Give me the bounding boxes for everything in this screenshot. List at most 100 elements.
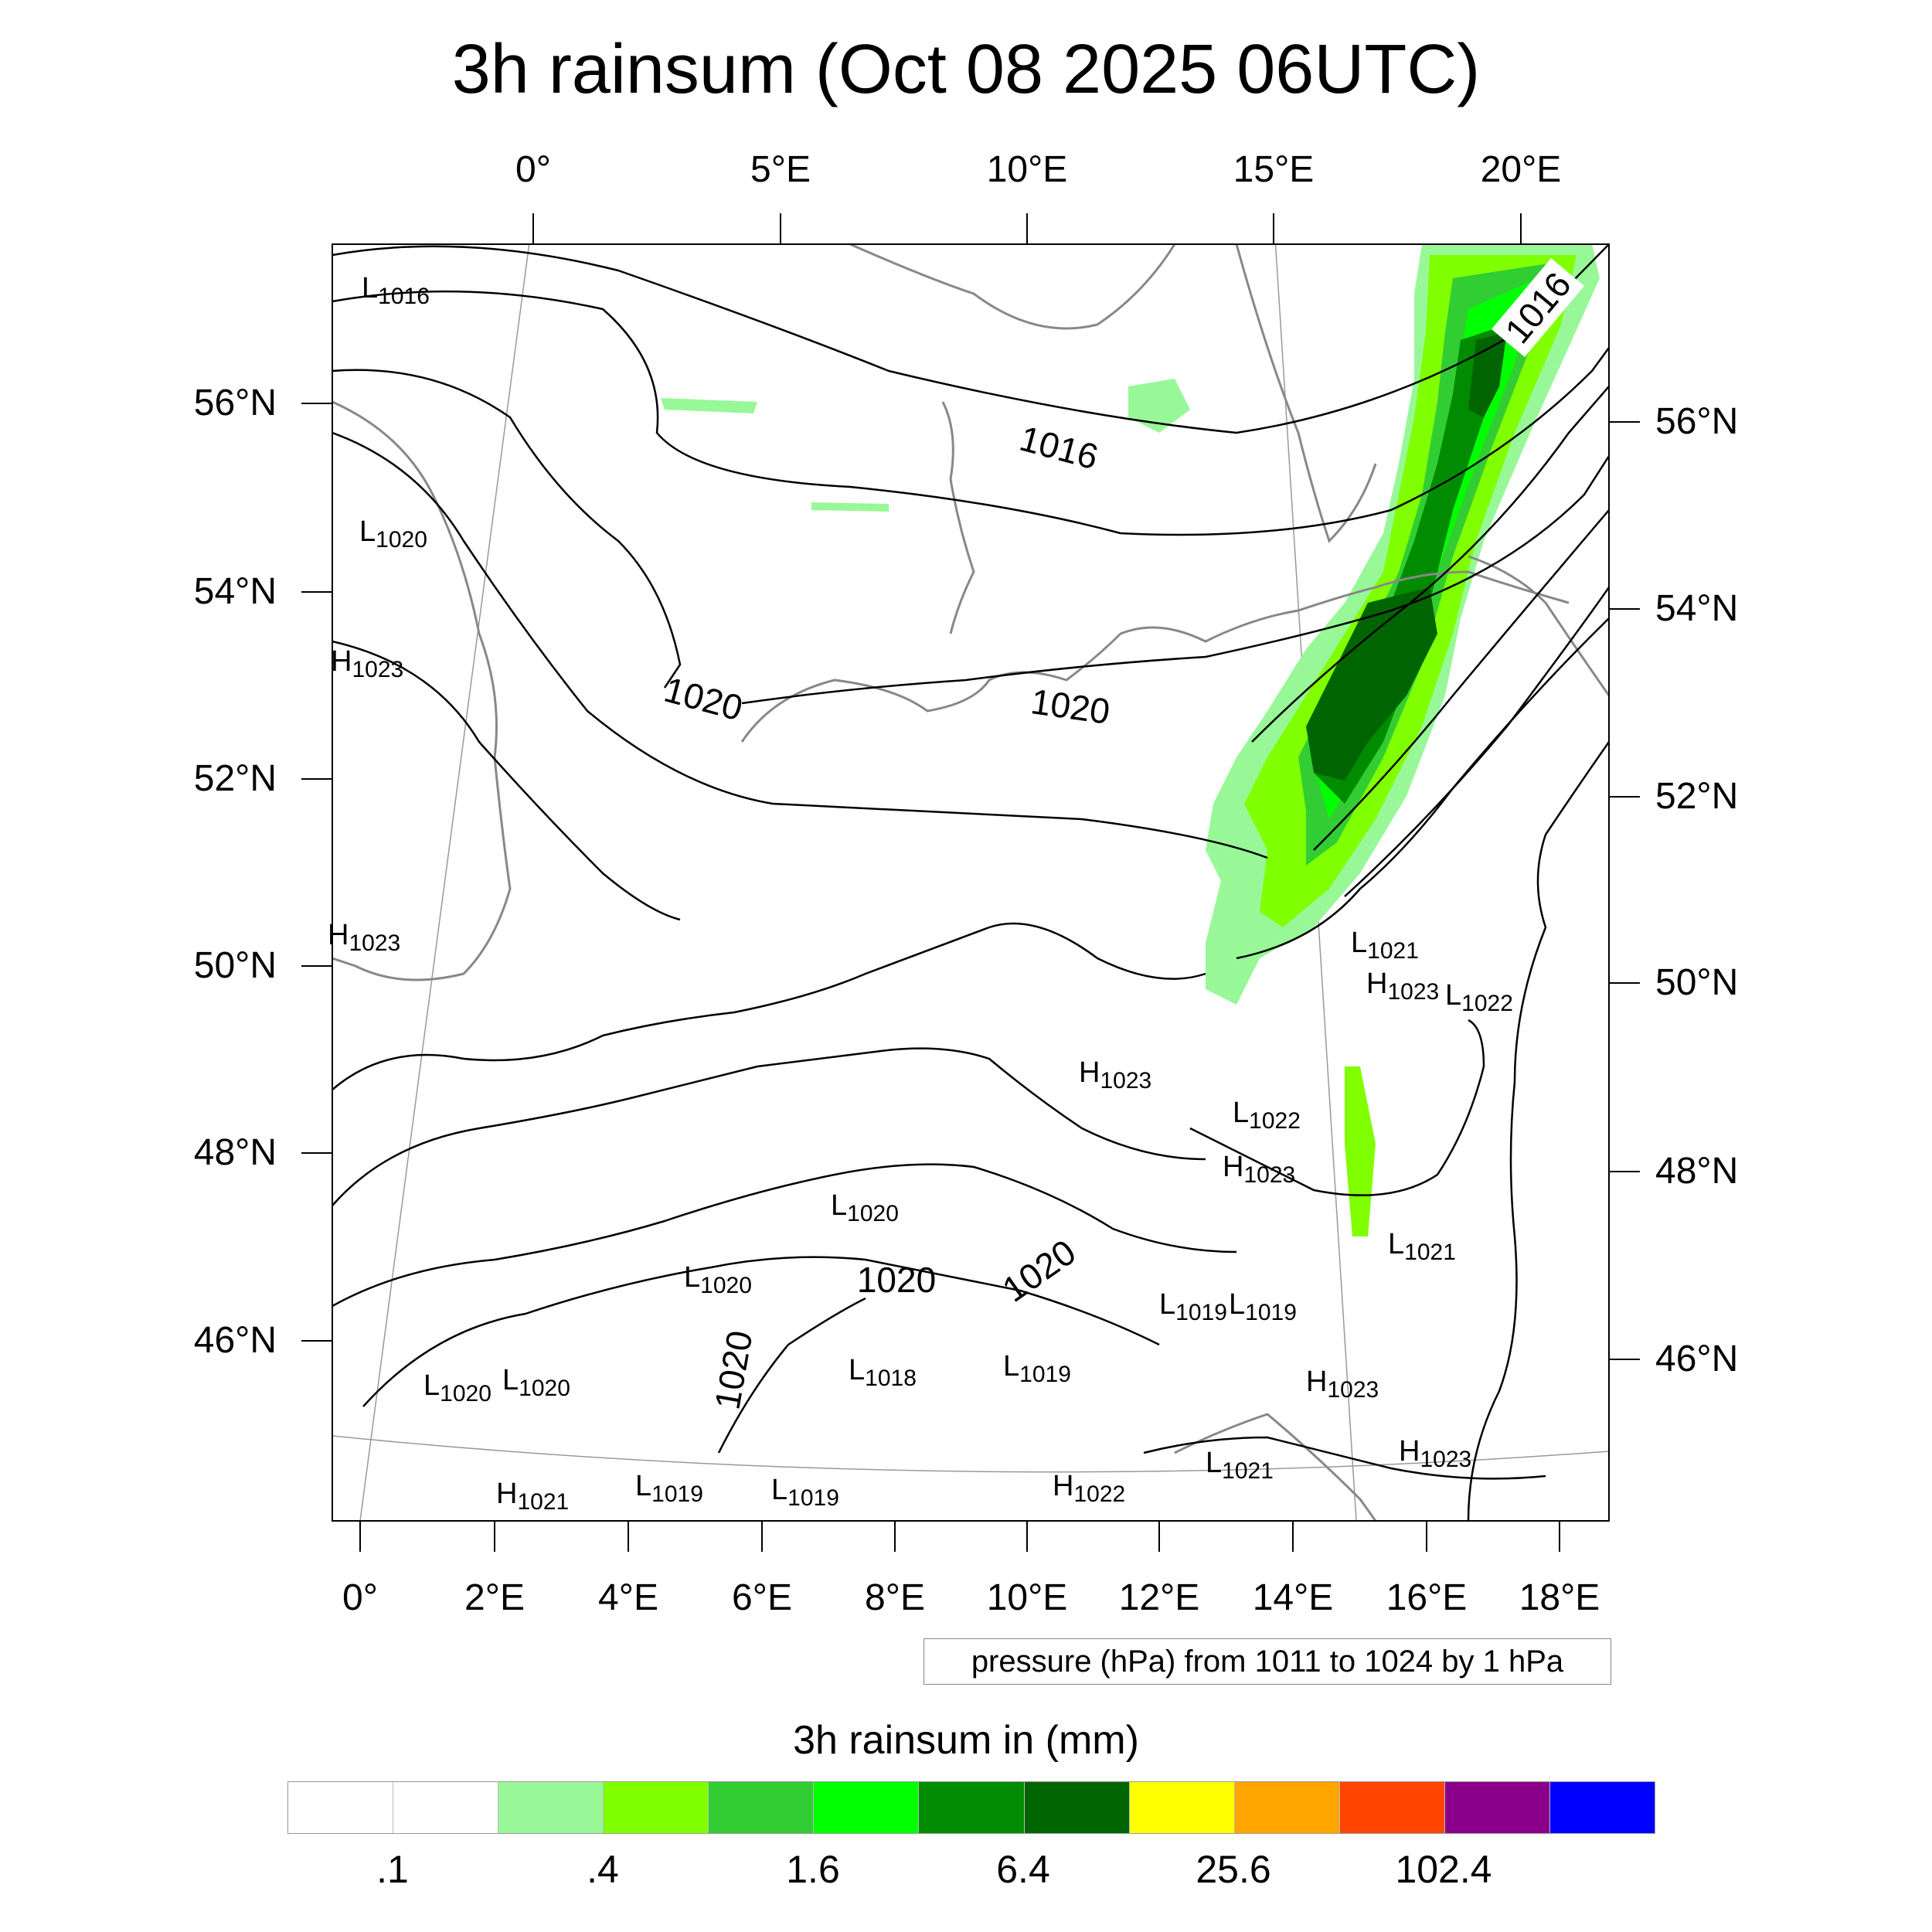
lat-label-right: 48°N: [1655, 1151, 1739, 1192]
pressure-center: L1020: [831, 1189, 899, 1226]
lat-label-left: 54°N: [193, 571, 277, 612]
precip-field: [661, 244, 1600, 1236]
pressure-center: L1020: [359, 515, 427, 553]
pressure-center: H1021: [496, 1478, 569, 1515]
isobar-2: [332, 290, 1609, 536]
colorbar-label: 6.4: [996, 1848, 1050, 1891]
pressure-center: L1019: [1229, 1288, 1297, 1325]
pressure-center: H1023: [331, 645, 403, 682]
lon-label-top: 5°E: [750, 149, 811, 190]
lat-label-right: 52°N: [1655, 776, 1739, 817]
colorbar-swatch: [919, 1782, 1025, 1833]
colorbar-swatch: [709, 1782, 815, 1833]
pressure-center: H1023: [1366, 968, 1439, 1005]
colorbar-swatch: [604, 1782, 709, 1833]
map-title: 3h rainsum (Oct 08 2025 06UTC): [451, 31, 1481, 108]
pressure-center: L1021: [1388, 1228, 1456, 1265]
colorbar-swatch: [393, 1782, 499, 1833]
pressure-center: L1021: [1351, 927, 1419, 964]
isobar-11: [332, 922, 1206, 1090]
contour-label: 1020: [995, 1232, 1083, 1310]
isobar-7: [332, 640, 681, 921]
isobar-17: [1467, 741, 1609, 1521]
coastlines: [332, 244, 1609, 1521]
lon-label-top: 0°: [515, 149, 551, 190]
precip-scatter-3: [661, 398, 757, 413]
pressure-center: L1016: [362, 272, 430, 309]
lon-label-top: 20°E: [1480, 149, 1562, 190]
meridian-0: [359, 244, 530, 1521]
colorbar-label: .4: [587, 1848, 619, 1891]
lat-label-right: 56°N: [1655, 401, 1739, 442]
lat-label-left: 46°N: [193, 1320, 277, 1361]
isobar-10: [1236, 617, 1609, 960]
lat-label-left: 48°N: [193, 1132, 277, 1173]
colorbar-swatch: [1234, 1782, 1340, 1833]
pressure-center: L1022: [1445, 979, 1513, 1016]
contour-label: 1020: [1029, 681, 1113, 732]
isobar-13: [332, 1163, 1237, 1308]
lon-label-bottom: 6°E: [732, 1577, 792, 1618]
pressure-center: L1019: [1159, 1288, 1227, 1325]
pressure-center: L1019: [1003, 1350, 1071, 1387]
lon-label-bottom: 0°: [342, 1577, 378, 1618]
colorbar-swatch: [498, 1782, 604, 1833]
isobar-14: [362, 1256, 1160, 1407]
lon-label-bottom: 8°E: [865, 1577, 925, 1618]
coastline-baltic: [1468, 555, 1609, 696]
parallel-45n: [332, 1435, 1609, 1473]
lon-label-bottom: 12°E: [1118, 1577, 1200, 1618]
colorbar-swatch: [814, 1782, 920, 1833]
colorbar-swatch: [288, 1782, 394, 1833]
lon-label-bottom: 18°E: [1519, 1577, 1600, 1618]
lon-label-top: 15°E: [1233, 149, 1315, 190]
colorbar: [287, 1781, 1655, 1834]
pressure-center: L1018: [849, 1354, 917, 1391]
lon-label-bottom: 14°E: [1252, 1577, 1334, 1618]
pressure-center: L1020: [684, 1261, 752, 1298]
lat-label-right: 50°N: [1655, 962, 1739, 1003]
colorbar-swatch: [1444, 1782, 1550, 1833]
coastline-continent: [740, 570, 1570, 743]
coastline-jutland: [941, 401, 975, 634]
isobar-15: [717, 1297, 866, 1454]
pressure-center: L1020: [502, 1364, 570, 1401]
isobar-6: [1251, 386, 1609, 743]
colorbar-swatch: [1129, 1782, 1235, 1833]
colorbar-label: 25.6: [1196, 1848, 1271, 1891]
pressure-center: L1019: [635, 1470, 703, 1507]
lon-label-bottom: 4°E: [598, 1577, 658, 1618]
isobar-18: [1143, 1436, 1546, 1480]
precip-scatter-4: [811, 502, 889, 512]
pressure-center: H1022: [1053, 1470, 1125, 1507]
map-frame: [332, 243, 1610, 1522]
lon-label-top: 10°E: [986, 149, 1068, 190]
contour-label: 1020: [857, 1260, 936, 1300]
pressure-center: H1023: [1079, 1056, 1151, 1094]
lon-label-bottom: 10°E: [986, 1577, 1068, 1618]
lat-label-right: 46°N: [1655, 1338, 1739, 1379]
colorbar-swatch: [1024, 1782, 1130, 1833]
coastline-britain: [332, 400, 512, 981]
pressure-center: L1019: [771, 1474, 839, 1511]
coastline-scandinavia: [849, 244, 1176, 330]
pressure-info-box: pressure (hPa) from 1011 to 1024 by 1 hP…: [923, 1638, 1611, 1685]
colorbar-label: 1.6: [786, 1848, 840, 1891]
coastline-sweden: [1235, 244, 1377, 543]
contour-label: 1020: [660, 669, 747, 729]
precip-scatter-1: [1128, 379, 1190, 433]
contour-label: 1016: [1015, 418, 1102, 478]
colorbar-title: 3h rainsum in (mm): [793, 1718, 1139, 1763]
pressure-center: L1021: [1206, 1447, 1274, 1484]
lon-label-bottom: 16°E: [1386, 1577, 1468, 1618]
lon-label-bottom: 2°E: [464, 1577, 525, 1618]
lat-label-left: 50°N: [193, 945, 277, 986]
colorbar-label: 102.4: [1395, 1848, 1492, 1891]
isobar-5: [332, 431, 1268, 859]
precip-scatter-2: [1345, 1066, 1376, 1236]
lat-label-left: 52°N: [193, 758, 277, 799]
pressure-center: H1023: [1399, 1435, 1471, 1472]
colorbar-swatch: [1339, 1782, 1445, 1833]
